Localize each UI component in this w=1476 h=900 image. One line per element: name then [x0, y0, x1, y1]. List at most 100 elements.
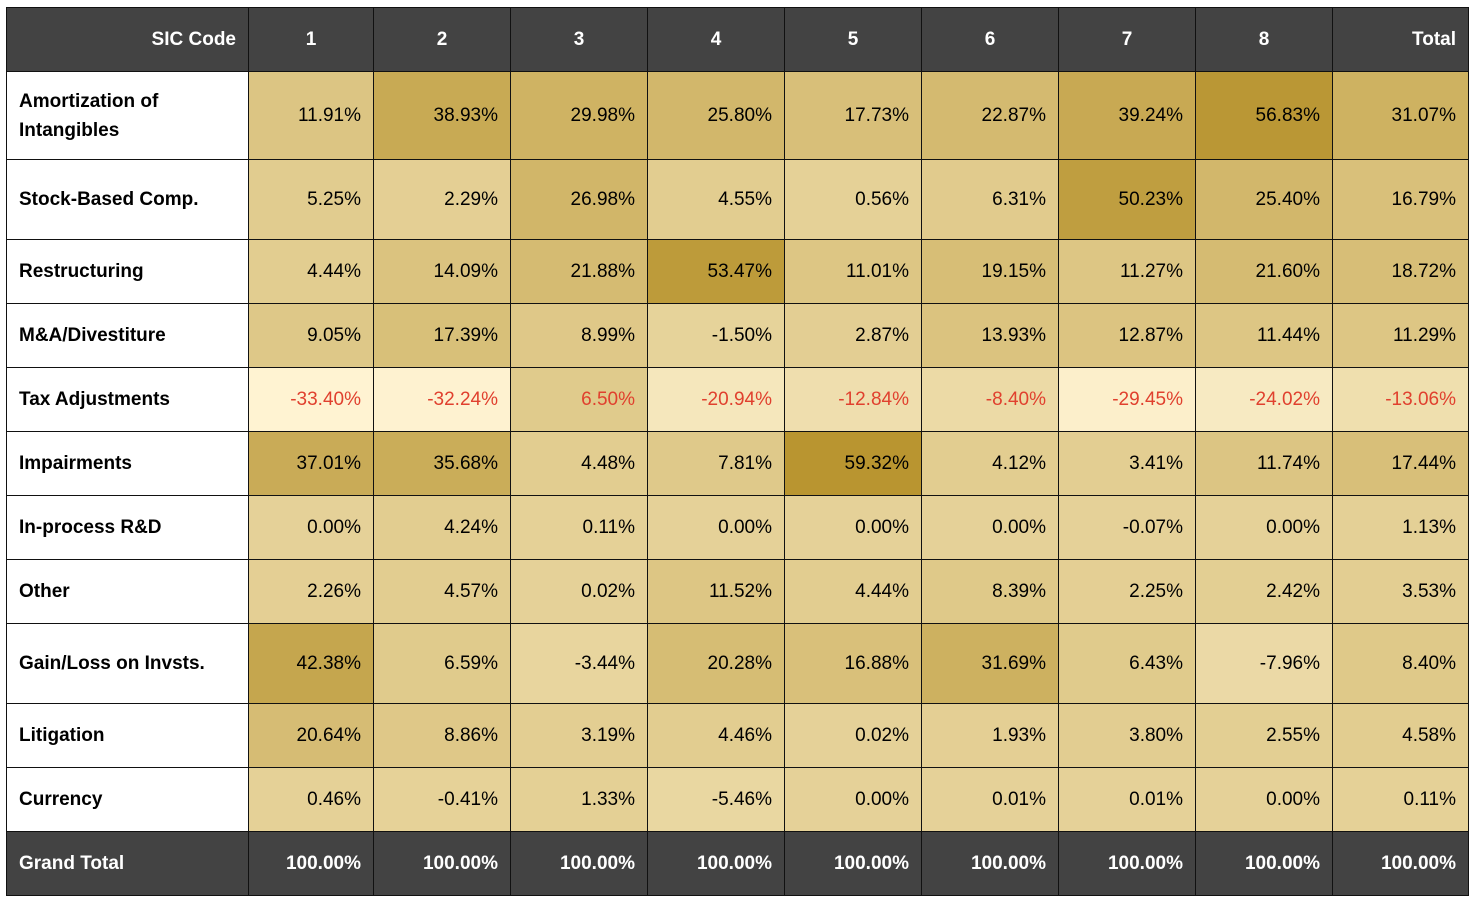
row-label: Restructuring [6, 239, 249, 304]
row-label: Currency [6, 767, 249, 832]
heatmap-cell: -1.50% [647, 303, 785, 368]
heatmap-cell: 0.01% [921, 767, 1059, 832]
heatmap-cell: -13.06% [1332, 367, 1469, 432]
heatmap-cell: 12.87% [1058, 303, 1196, 368]
heatmap-cell: 6.43% [1058, 623, 1196, 704]
heatmap-cell: 17.44% [1332, 431, 1469, 496]
heatmap-cell: 0.00% [248, 495, 374, 560]
heatmap-cell: 8.40% [1332, 623, 1469, 704]
grand-total-label: Grand Total [6, 831, 249, 896]
heatmap-cell: 21.88% [510, 239, 648, 304]
heatmap-cell: 20.28% [647, 623, 785, 704]
heatmap-cell: 5.25% [248, 159, 374, 240]
table-row: Litigation 20.64% 8.86% 3.19% 4.46% 0.02% 1.93… [6, 703, 1469, 768]
heatmap-cell: 0.02% [784, 703, 922, 768]
heatmap-cell: 35.68% [373, 431, 511, 496]
row-label: Stock-Based Comp. [6, 159, 249, 240]
heatmap-cell: 0.00% [1195, 767, 1333, 832]
heatmap-cell: 3.41% [1058, 431, 1196, 496]
heatmap-cell: 22.87% [921, 71, 1059, 160]
table-row: Currency 0.46% -0.41% 1.33% -5.46% 0.00% 0.01%… [6, 767, 1469, 832]
heatmap-cell: 53.47% [647, 239, 785, 304]
heatmap-cell: 11.29% [1332, 303, 1469, 368]
grand-total-cell: 100.00% [510, 831, 648, 896]
heatmap-cell: 2.42% [1195, 559, 1333, 624]
heatmap-cell: 3.53% [1332, 559, 1469, 624]
heatmap-cell: 2.87% [784, 303, 922, 368]
column-header: 6 [921, 7, 1059, 72]
heatmap-cell: 0.01% [1058, 767, 1196, 832]
table-row: Other 2.26% 4.57% 0.02% 11.52% 4.44% 8.39% 2.25… [6, 559, 1469, 624]
heatmap-cell: 7.81% [647, 431, 785, 496]
heatmap-cell: 11.91% [248, 71, 374, 160]
heatmap-cell: -33.40% [248, 367, 374, 432]
heatmap-cell: 4.57% [373, 559, 511, 624]
heatmap-cell: 8.99% [510, 303, 648, 368]
row-label: Gain/Loss on Invsts. [6, 623, 249, 704]
row-label: Tax Adjustments [6, 367, 249, 432]
heatmap-cell: -8.40% [921, 367, 1059, 432]
grand-total-row: Grand Total 100.00% 100.00% 100.00% 100.00% 1… [6, 831, 1469, 896]
heatmap-cell: -3.44% [510, 623, 648, 704]
heatmap-cell: 0.00% [784, 495, 922, 560]
heatmap-cell: 8.39% [921, 559, 1059, 624]
heatmap-cell: 0.00% [784, 767, 922, 832]
row-label: Other [6, 559, 249, 624]
heatmap-cell: 1.93% [921, 703, 1059, 768]
grand-total-cell: 100.00% [373, 831, 511, 896]
heatmap-cell: 1.33% [510, 767, 648, 832]
table-row: Amortization of Intangibles 11.91% 38.93% 2… [6, 71, 1469, 160]
heatmap-cell: 0.11% [510, 495, 648, 560]
row-label: In-process R&D [6, 495, 249, 560]
table-row: Stock-Based Comp. 5.25% 2.29% 26.98% 4.55% 0.… [6, 159, 1469, 240]
heatmap-cell: 11.27% [1058, 239, 1196, 304]
row-label: Litigation [6, 703, 249, 768]
heatmap-cell: 17.39% [373, 303, 511, 368]
heatmap-cell: 29.98% [510, 71, 648, 160]
column-header: 8 [1195, 7, 1333, 72]
heatmap-cell: 16.88% [784, 623, 922, 704]
heatmap-cell: 8.86% [373, 703, 511, 768]
heatmap-cell: 18.72% [1332, 239, 1469, 304]
heatmap-cell: 0.00% [1195, 495, 1333, 560]
corner-header: SIC Code [6, 7, 249, 72]
table-row: Tax Adjustments -33.40% -32.24% 6.50% -20.94… [6, 367, 1469, 432]
heatmap-cell: -20.94% [647, 367, 785, 432]
heatmap-table: SIC Code 1 2 3 4 5 6 7 8 Total Amortizat… [6, 7, 1469, 896]
heatmap-cell: 11.44% [1195, 303, 1333, 368]
heatmap-cell: 4.58% [1332, 703, 1469, 768]
heatmap-cell: 14.09% [373, 239, 511, 304]
heatmap-cell: 6.31% [921, 159, 1059, 240]
heatmap-cell: 0.11% [1332, 767, 1469, 832]
heatmap-cell: 11.74% [1195, 431, 1333, 496]
heatmap-cell: 39.24% [1058, 71, 1196, 160]
heatmap-cell: 4.12% [921, 431, 1059, 496]
heatmap-cell: 0.46% [248, 767, 374, 832]
heatmap-cell: 20.64% [248, 703, 374, 768]
heatmap-cell: 17.73% [784, 71, 922, 160]
heatmap-cell: 2.29% [373, 159, 511, 240]
heatmap-cell: 2.26% [248, 559, 374, 624]
heatmap-cell: 3.19% [510, 703, 648, 768]
heatmap-cell: 11.01% [784, 239, 922, 304]
heatmap-cell: 2.55% [1195, 703, 1333, 768]
heatmap-cell: 0.02% [510, 559, 648, 624]
heatmap-cell: 37.01% [248, 431, 374, 496]
heatmap-cell: 4.24% [373, 495, 511, 560]
table-row: In-process R&D 0.00% 4.24% 0.11% 0.00% 0.00% 0… [6, 495, 1469, 560]
heatmap-cell: 21.60% [1195, 239, 1333, 304]
heatmap-cell: 4.55% [647, 159, 785, 240]
heatmap-cell: 11.52% [647, 559, 785, 624]
heatmap-cell: 9.05% [248, 303, 374, 368]
table-body: Amortization of Intangibles 11.91% 38.93% 2… [6, 71, 1469, 832]
column-header: 1 [248, 7, 374, 72]
row-label: M&A/Divestiture [6, 303, 249, 368]
heatmap-cell: 31.07% [1332, 71, 1469, 160]
heatmap-cell: 6.59% [373, 623, 511, 704]
heatmap-cell: -0.07% [1058, 495, 1196, 560]
heatmap-cell: 42.38% [248, 623, 374, 704]
heatmap-cell: 0.56% [784, 159, 922, 240]
heatmap-cell: 50.23% [1058, 159, 1196, 240]
heatmap-cell: 31.69% [921, 623, 1059, 704]
heatmap-cell: 4.48% [510, 431, 648, 496]
